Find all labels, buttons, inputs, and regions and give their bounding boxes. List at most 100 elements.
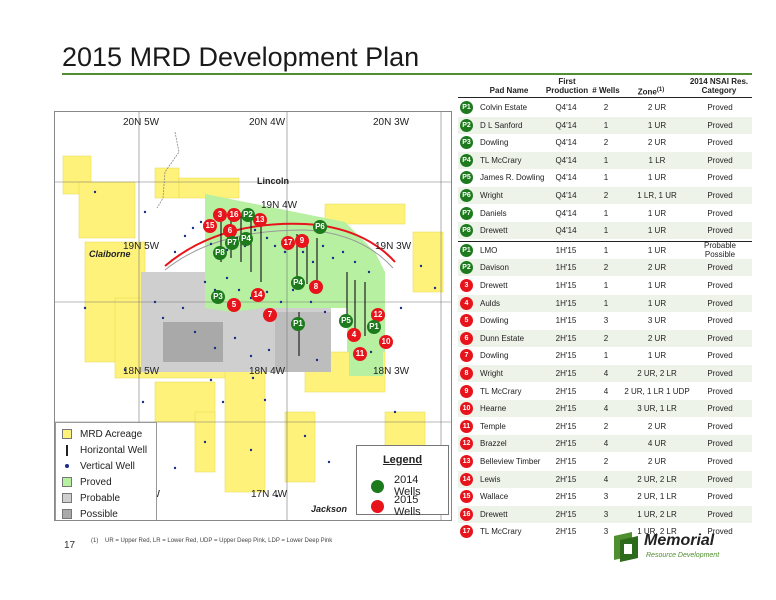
township-label: 19N 5W [123,241,160,252]
map-well-marker[interactable]: 16 [227,208,241,222]
pad-name-cell: Dowling [480,138,509,148]
table-row[interactable]: 7 Dowling 2H'15 1 1 UR Proved [458,347,752,364]
zone-cell: 2 UR [647,263,667,273]
place-label: Lincoln [257,176,289,186]
group-divider [458,240,752,242]
first-production-cell: Q4'14 [555,120,577,130]
pad-name-cell: Dowling [480,316,509,326]
first-production-cell: 1H'15 [555,263,577,273]
pad-name-cell: Hearne [480,404,507,414]
pad-name-cell: Colvin Estate [480,103,528,112]
category-cell: Proved [707,281,733,290]
table-row[interactable]: P1 LMO 1H'15 1 1 UR Probable Possible [458,241,752,259]
first-production-cell: Q4'14 [555,103,577,112]
table-row[interactable]: 9 TL McCrary 2H'15 4 2 UR, 1 LR 1 UDP Proved [458,383,752,400]
wells-cell: 2 [603,103,609,112]
table-header: Pad Name First Production # Wells Zone(1… [458,75,752,97]
map-well-marker[interactable]: 9 [295,234,309,248]
map-well-marker[interactable]: 5 [227,298,241,312]
pad-name-cell: Lewis [480,474,501,484]
table-row[interactable]: P1 Colvin Estate Q4'14 2 2 UR Proved [458,99,752,116]
map-well-marker[interactable]: 6 [223,224,237,238]
township-label: 19N 4W [261,200,298,211]
table-row[interactable]: P5 James R. Dowling Q4'14 1 1 UR Proved [458,169,752,186]
pad-name-cell: Brazzel [480,439,507,449]
map-well-marker[interactable]: 17 [281,236,295,250]
map-well-marker[interactable]: 14 [251,288,265,302]
table-row[interactable]: 10 Hearne 2H'15 4 3 UR, 1 LR Proved [458,400,752,418]
table-row[interactable]: 13 Belleview Timber 2H'15 2 2 UR Proved [458,453,752,470]
title-divider [62,73,752,75]
zone-cell: 1 UR [647,351,667,361]
map-pad-marker[interactable]: P7 [225,236,239,250]
table-row[interactable]: 17 TL McCrary 2H'15 3 1 UR, 2 LR Proved [458,523,752,540]
wells-legend: Legend 2014 Wells 2015 Wells [356,445,449,518]
first-production-cell: 2H'15 [555,369,577,378]
map-pad-marker[interactable]: P4 [291,276,305,290]
table-row[interactable]: P7 Daniels Q4'14 1 1 UR Proved [458,205,752,222]
table-row[interactable]: 5 Dowling 1H'15 3 3 UR Proved [458,312,752,329]
pad-name-cell: James R. Dowling [480,173,545,183]
wells-legend-title: Legend [382,454,423,466]
map-well-marker[interactable]: 4 [347,328,361,342]
col-category: 2014 NSAI Res. Category [689,77,749,95]
map-pad-marker[interactable]: P2 [241,208,255,222]
map-pad-marker[interactable]: P3 [211,290,225,304]
wells-cell: 1 [603,245,609,255]
pad-marker-icon: P7 [460,206,473,220]
table-row[interactable]: P2 D L Sanford Q4'14 1 1 UR Proved [458,116,752,134]
table-row[interactable]: P3 Dowling Q4'14 2 2 UR Proved [458,134,752,151]
table-row[interactable]: 6 Dunn Estate 2H'15 2 2 UR Proved [458,329,752,347]
map-well-marker[interactable]: 13 [253,213,267,227]
pad-marker-icon: 17 [460,525,473,539]
wells-cell: 1 [603,120,609,130]
category-cell: Proved [707,316,733,326]
map-well-marker[interactable]: 11 [353,347,367,361]
table-row[interactable]: 16 Drewett 2H'15 3 1 UR, 2 LR Proved [458,505,752,523]
map-well-marker[interactable]: 7 [263,308,277,322]
map-pad-marker[interactable]: P4 [239,232,253,246]
pad-marker-icon: 13 [460,455,473,468]
pad-name-cell: Belleview Timber [480,457,541,466]
wells-cell: 1 [603,281,609,290]
zone-cell: 2 UR [647,457,667,466]
map-pad-marker[interactable]: P1 [291,317,305,331]
place-label: Jackson [311,504,348,514]
wells-cell: 2 [603,421,609,431]
table-row[interactable]: 14 Lewis 2H'15 4 2 UR, 2 LR Proved [458,470,752,488]
map-pad-marker[interactable]: P1 [367,320,381,334]
category-cell: Proved [707,351,733,361]
zone-cell: 1 UR [647,208,667,218]
township-label: 20N 4W [249,117,286,128]
first-production-cell: 2H'15 [555,474,577,484]
place-label: Claiborne [89,249,131,259]
table-row[interactable]: 12 Brazzel 2H'15 4 4 UR Proved [458,435,752,453]
zone-cell: 2 UR [647,421,667,431]
map-pad-marker[interactable]: P6 [313,220,327,234]
wells-cell: 1 [603,351,609,361]
map-well-marker[interactable]: 10 [379,335,393,349]
first-production-cell: 2H'15 [555,351,577,361]
table-row[interactable]: P4 TL McCrary Q4'14 1 1 LR Proved [458,151,752,169]
table-row[interactable]: 4 Aulds 1H'15 1 1 UR Proved [458,294,752,312]
table-row[interactable]: 3 Drewett 1H'15 1 1 UR Proved [458,277,752,294]
zone-cell: 1 UR, 2 LR [637,527,677,537]
table-row[interactable]: P8 Drewett Q4'14 1 1 UR Proved [458,222,752,240]
map-well-marker[interactable]: 3 [213,208,227,222]
map-well-marker[interactable]: 8 [309,280,323,294]
map-well-marker[interactable]: 12 [371,308,385,322]
category-cell: Proved [707,298,733,308]
table-row[interactable]: 11 Temple 2H'15 2 2 UR Proved [458,418,752,435]
map-pad-marker[interactable]: P8 [213,246,227,260]
pad-marker-icon: 11 [460,419,473,433]
vertical-well-icon [62,464,72,468]
map-pad-marker[interactable]: P5 [339,314,353,328]
table-row[interactable]: P2 Davison 1H'15 2 2 UR Proved [458,259,752,277]
category-cell: Proved [707,421,733,431]
table-row[interactable]: 15 Wallace 2H'15 3 2 UR, 1 LR Proved [458,488,752,505]
table-row[interactable]: P6 Wright Q4'14 2 1 LR, 1 UR Proved [458,187,752,204]
map-well-marker[interactable]: 15 [203,219,217,233]
table-row[interactable]: 8 Wright 2H'15 4 2 UR, 2 LR Proved [458,365,752,382]
first-production-cell: 1H'15 [555,298,577,308]
pad-marker-icon: P8 [460,224,473,238]
